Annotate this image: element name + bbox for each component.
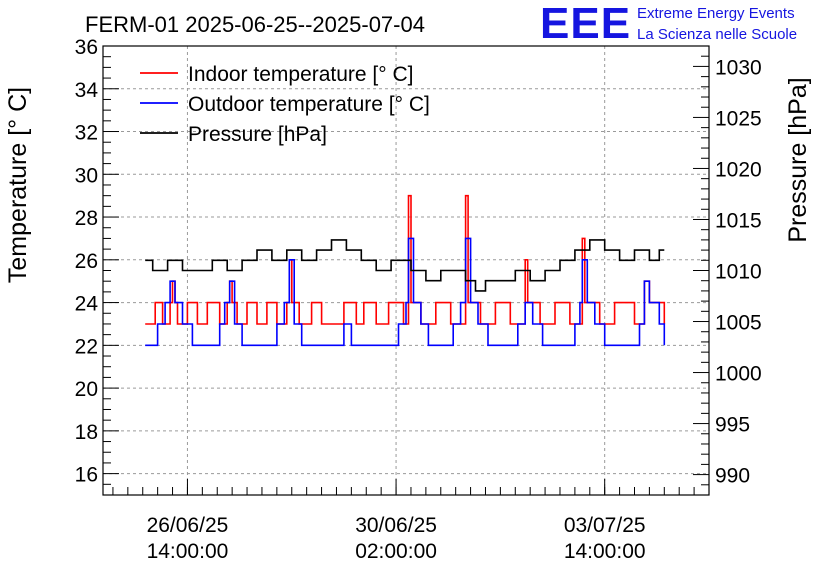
grid (103, 45, 709, 495)
y2-tick-label: 1005 (715, 312, 762, 335)
y-axis-title: Temperature [° C] (4, 87, 32, 283)
y2-tick-label: 1010 (715, 261, 762, 284)
y-tick-label: 20 (75, 378, 98, 401)
y-tick-label: 18 (75, 421, 98, 444)
y-tick-label: 22 (75, 335, 98, 358)
x-tick-label-time: 14:00:00 (564, 540, 646, 563)
y-tick-label: 30 (75, 164, 98, 187)
y2-tick-label: 1015 (715, 209, 762, 232)
series-line-2 (145, 237, 666, 347)
legend-label-2: Outdoor temperature [° C] (188, 93, 430, 116)
y-tick-label: 26 (75, 250, 98, 273)
y2-tick-label: 990 (715, 465, 750, 488)
legend-label-3: Pressure [hPa] (188, 123, 327, 146)
x-axis: 26/06/25 14:00:00 30/06/25 02:00:00 03/07/25… (112, 479, 695, 563)
y-tick-label: 16 (75, 464, 98, 487)
y2-axis-title: Pressure [hPa] (784, 77, 812, 242)
y2-tick-label: 1025 (715, 107, 762, 130)
legend-label-1: Indoor temperature [° C] (188, 63, 414, 86)
x-tick-label-time: 02:00:00 (355, 540, 437, 563)
logo-mark: EEE (540, 0, 631, 48)
logo-line-2: La Scienza nelle Scuole (637, 26, 797, 43)
x-tick-label-time: 14:00:00 (147, 540, 229, 563)
chart-title: FERM-01 2025-06-25--2025-07-04 (85, 12, 425, 37)
y2-tick-label: 1020 (715, 158, 762, 181)
y2-tick-label: 1030 (715, 56, 762, 79)
logo-line-1: Extreme Energy Events (637, 5, 795, 22)
legend: Indoor temperature [° C] Outdoor temperat… (140, 63, 430, 146)
y2-tick-label: 995 (715, 414, 750, 437)
x-tick-label-date: 30/06/25 (355, 514, 437, 537)
y-axis: 16 18 20 22 24 26 28 30 32 34 36 (75, 36, 119, 487)
y-tick-label: 24 (75, 293, 99, 316)
y-tick-label: 32 (75, 122, 98, 145)
x-tick-label-date: 26/06/25 (147, 514, 229, 537)
y-tick-label: 36 (75, 36, 98, 59)
y-tick-label: 28 (75, 207, 98, 230)
y2-axis: 990 995 1000 1005 1010 1015 1020 1025 1030 (693, 55, 762, 488)
x-tick-label-date: 03/07/25 (564, 514, 646, 537)
series-line-3 (145, 239, 665, 292)
series-group (145, 194, 666, 347)
y2-tick-label: 1000 (715, 363, 762, 386)
series-line-1 (145, 194, 666, 325)
y-tick-label: 34 (75, 79, 99, 102)
